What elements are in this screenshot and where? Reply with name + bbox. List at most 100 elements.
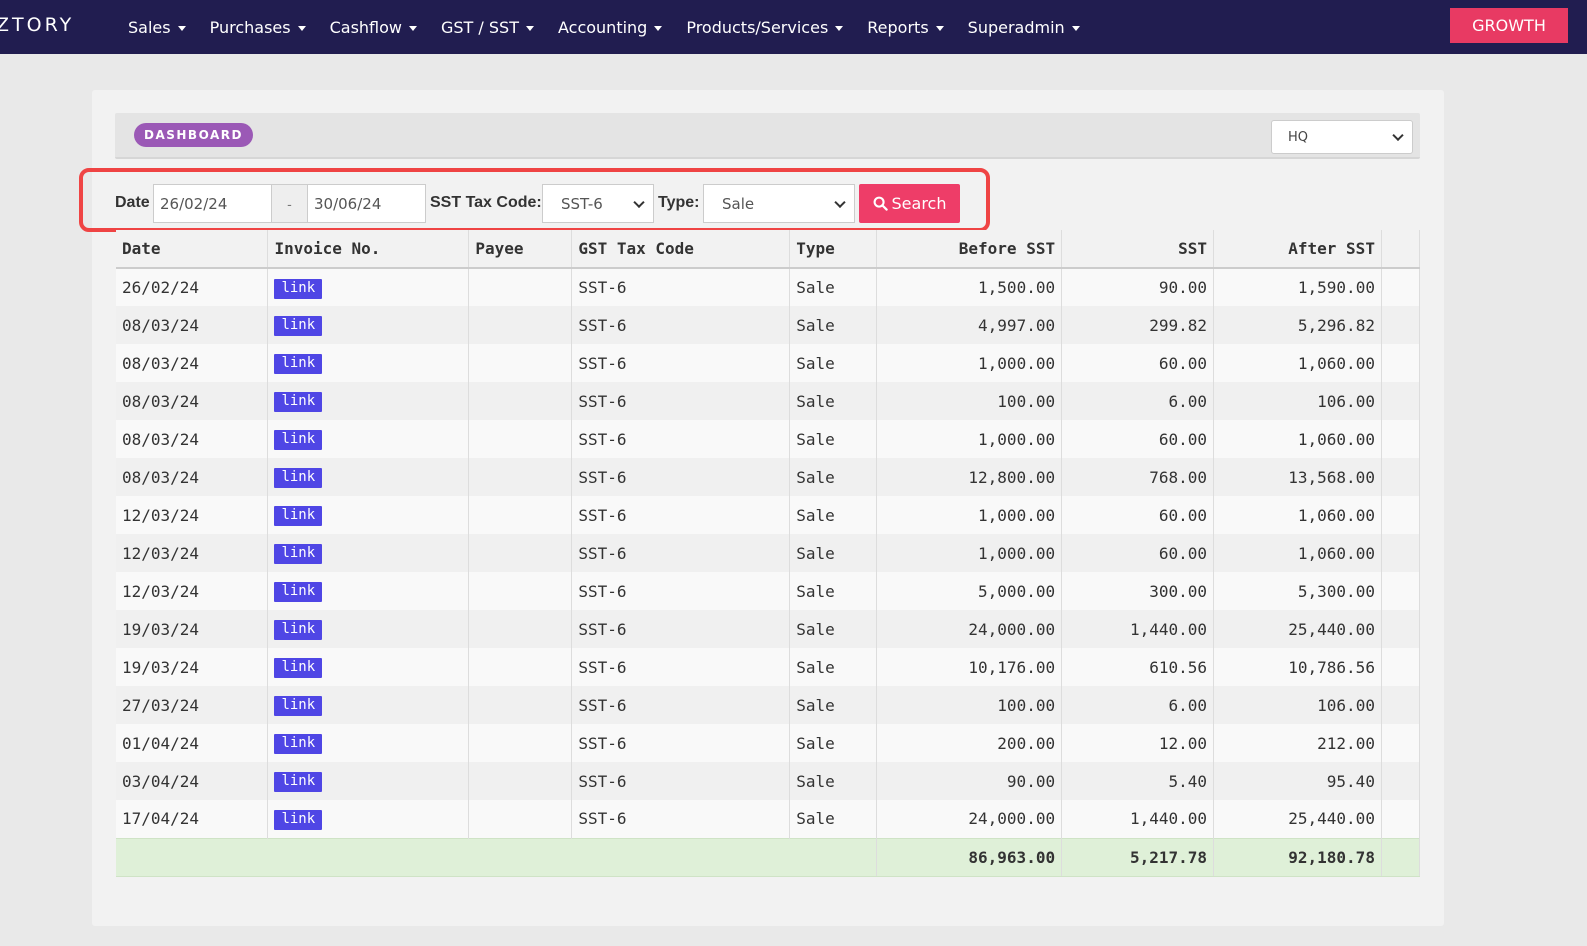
search-button[interactable]: Search bbox=[859, 184, 960, 223]
tax-code-value: SST-6 bbox=[561, 194, 603, 213]
col-header-gst-tax-code[interactable]: GST Tax Code bbox=[571, 230, 791, 269]
col-header-after-sst[interactable]: After SST bbox=[1213, 230, 1382, 269]
row-spacer bbox=[1381, 306, 1421, 344]
cell-sst: 610.56 bbox=[1061, 648, 1215, 686]
row-spacer bbox=[1381, 648, 1421, 686]
cell-before-sst: 200.00 bbox=[876, 724, 1063, 762]
invoice-link[interactable]: link bbox=[274, 620, 323, 640]
table-row: 01/04/24 link SST-6 Sale 200.00 12.00 212.00 bbox=[116, 724, 1421, 762]
invoice-link[interactable]: link bbox=[274, 430, 323, 450]
cell-sst: 60.00 bbox=[1061, 420, 1215, 458]
table-row: 19/03/24 link SST-6 Sale 24,000.00 1,440.00 25… bbox=[116, 610, 1421, 648]
dashboard-badge[interactable]: DASHBOARD bbox=[134, 123, 253, 147]
cell-payee bbox=[468, 724, 573, 762]
menu-purchases[interactable]: Purchases bbox=[198, 18, 318, 37]
cell-before-sst: 100.00 bbox=[876, 686, 1063, 724]
invoice-link[interactable]: link bbox=[274, 468, 323, 488]
table-row: 12/03/24 link SST-6 Sale 1,000.00 60.00 1,060.… bbox=[116, 496, 1421, 534]
cell-sst: 1,440.00 bbox=[1061, 800, 1215, 838]
cell-type: Sale bbox=[789, 496, 878, 534]
cell-type: Sale bbox=[789, 268, 878, 306]
growth-button[interactable]: GROWTH bbox=[1450, 8, 1568, 43]
invoice-link[interactable]: link bbox=[274, 316, 323, 336]
table-row: 08/03/24 link SST-6 Sale 100.00 6.00 106.00 bbox=[116, 382, 1421, 420]
menu-label: Superadmin bbox=[967, 17, 1065, 37]
date-to-input[interactable]: 30/06/24 bbox=[307, 184, 426, 223]
chevron-down-icon bbox=[834, 196, 846, 208]
invoice-link[interactable]: link bbox=[274, 734, 323, 754]
invoice-link[interactable]: link bbox=[274, 544, 323, 564]
cell-type: Sale bbox=[789, 686, 878, 724]
type-select[interactable]: Sale bbox=[703, 184, 855, 223]
cell-type: Sale bbox=[789, 344, 878, 382]
menu-cashflow[interactable]: Cashflow bbox=[318, 18, 429, 37]
cell-tax-code: SST-6 bbox=[571, 344, 791, 382]
table-row: 03/04/24 link SST-6 Sale 90.00 5.40 95.40 bbox=[116, 762, 1421, 800]
total-sst: 5,217.78 bbox=[1061, 837, 1215, 877]
cell-before-sst: 24,000.00 bbox=[876, 800, 1063, 838]
cell-payee bbox=[468, 610, 573, 648]
cell-invoice: link bbox=[267, 572, 470, 610]
cell-sst: 300.00 bbox=[1061, 572, 1215, 610]
cell-invoice: link bbox=[267, 268, 470, 306]
cell-date: 19/03/24 bbox=[116, 648, 269, 686]
cell-sst: 768.00 bbox=[1061, 458, 1215, 496]
cell-tax-code: SST-6 bbox=[571, 496, 791, 534]
invoice-link[interactable]: link bbox=[274, 354, 323, 374]
cell-date: 01/04/24 bbox=[116, 724, 269, 762]
invoice-link[interactable]: link bbox=[274, 278, 323, 299]
cell-payee bbox=[468, 306, 573, 344]
menu-products-services[interactable]: Products/Services bbox=[674, 18, 855, 37]
cell-after-sst: 5,296.82 bbox=[1213, 306, 1382, 344]
date-from-input[interactable]: 26/02/24 bbox=[153, 184, 272, 223]
app-logo[interactable]: ZTORY bbox=[0, 14, 75, 36]
col-header-before-sst[interactable]: Before SST bbox=[876, 230, 1063, 269]
sst-report-table-wrapper: Date Invoice No. Payee GST Tax Code Type… bbox=[116, 230, 1421, 877]
cell-date: 12/03/24 bbox=[116, 496, 269, 534]
invoice-link[interactable]: link bbox=[274, 809, 323, 830]
sst-tax-code-select[interactable]: SST-6 bbox=[542, 184, 654, 223]
row-spacer bbox=[1381, 344, 1421, 382]
table-row: 08/03/24 link SST-6 Sale 1,000.00 60.00 1,060.… bbox=[116, 344, 1421, 382]
cell-type: Sale bbox=[789, 458, 878, 496]
cell-after-sst: 1,060.00 bbox=[1213, 420, 1382, 458]
search-icon bbox=[873, 196, 888, 211]
menu-label: Reports bbox=[867, 17, 929, 37]
col-header-type[interactable]: Type bbox=[789, 230, 878, 269]
col-header-sst[interactable]: SST bbox=[1061, 230, 1215, 269]
menu-reports[interactable]: Reports bbox=[855, 18, 955, 37]
cell-before-sst: 4,997.00 bbox=[876, 306, 1063, 344]
col-header-invoice-no[interactable]: Invoice No. bbox=[267, 230, 470, 269]
col-header-payee[interactable]: Payee bbox=[468, 230, 573, 269]
branch-select[interactable]: HQ bbox=[1271, 120, 1413, 154]
col-header-date[interactable]: Date bbox=[116, 230, 269, 269]
cell-tax-code: SST-6 bbox=[571, 686, 791, 724]
menu-accounting[interactable]: Accounting bbox=[546, 18, 674, 37]
invoice-link[interactable]: link bbox=[274, 658, 323, 678]
cell-type: Sale bbox=[789, 306, 878, 344]
table-row: 08/03/24 link SST-6 Sale 12,800.00 768.00 13,5… bbox=[116, 458, 1421, 496]
cell-payee bbox=[468, 496, 573, 534]
invoice-link[interactable]: link bbox=[274, 582, 323, 602]
caret-down-icon bbox=[297, 25, 306, 31]
caret-down-icon bbox=[654, 25, 663, 31]
cell-sst: 60.00 bbox=[1061, 344, 1215, 382]
invoice-link[interactable]: link bbox=[274, 506, 323, 526]
menu-gst-sst[interactable]: GST / SST bbox=[429, 18, 546, 37]
menu-superadmin[interactable]: Superadmin bbox=[956, 18, 1092, 37]
table-body: 26/02/24 link SST-6 Sale 1,500.00 90.00 1,590.… bbox=[116, 268, 1421, 838]
cell-invoice: link bbox=[267, 306, 470, 344]
cell-payee bbox=[468, 800, 573, 838]
invoice-link[interactable]: link bbox=[274, 392, 323, 412]
cell-date: 19/03/24 bbox=[116, 610, 269, 648]
invoice-link[interactable]: link bbox=[274, 772, 323, 792]
row-spacer bbox=[1381, 268, 1421, 306]
cell-invoice: link bbox=[267, 762, 470, 800]
cell-tax-code: SST-6 bbox=[571, 534, 791, 572]
menu-sales[interactable]: Sales bbox=[116, 18, 198, 37]
cell-invoice: link bbox=[267, 724, 470, 762]
cell-date: 12/03/24 bbox=[116, 534, 269, 572]
sst-report-table: Date Invoice No. Payee GST Tax Code Type… bbox=[116, 230, 1421, 877]
search-button-label: Search bbox=[891, 194, 947, 213]
invoice-link[interactable]: link bbox=[274, 696, 323, 716]
